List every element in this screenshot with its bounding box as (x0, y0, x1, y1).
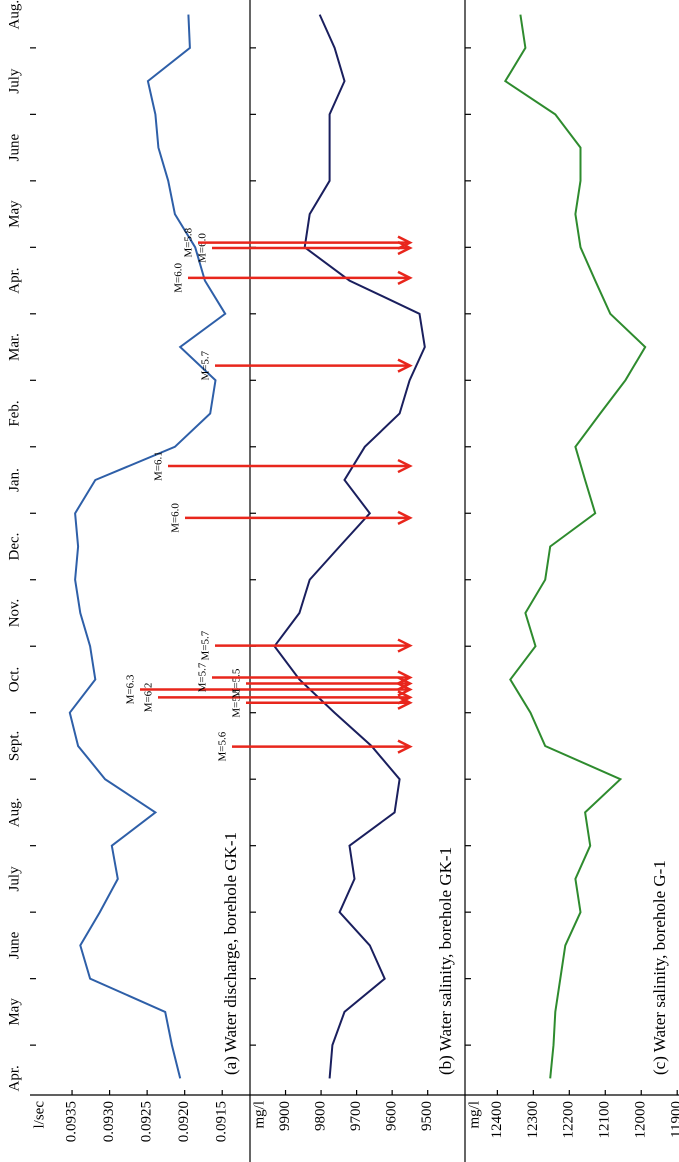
event-label: M=5.5 (231, 687, 243, 717)
y-tick-label: 9700 (348, 1101, 364, 1131)
rotated-plot: Apr. May June July Aug. Sept. Oct. Nov. Dec. Jan.… (6, 0, 679, 1162)
y-tick-label: 0.0930 (101, 1101, 117, 1142)
data-line (68, 14, 227, 1079)
arrow-head (397, 695, 413, 710)
event-label: M=5.7 (197, 662, 209, 692)
data-line (273, 14, 426, 1079)
arrow-head (397, 638, 413, 653)
x-tick-label: Oct. (6, 667, 22, 692)
y-tick-label: 12300 (525, 1101, 541, 1139)
y-tick-label: 9800 (313, 1101, 329, 1131)
arrow-head (397, 358, 413, 373)
x-tick-label: Sept. (6, 731, 22, 761)
y-tick-label: 12100 (597, 1101, 613, 1139)
y-axis-unit: mg/l (251, 1101, 267, 1129)
x-tick-label: Jan. (6, 468, 22, 492)
y-tick-label: 12400 (489, 1101, 505, 1139)
x-tick-label: June (6, 134, 22, 162)
arrow-head (397, 670, 413, 685)
data-line (503, 14, 647, 1079)
panel-title: (b) Water salinity, borehole GK-1 (436, 847, 455, 1075)
arrow-head (397, 676, 413, 691)
x-tick-label: July (6, 68, 22, 94)
x-tick-label: Aug. (6, 798, 22, 828)
y-tick-label: 0.0935 (63, 1101, 79, 1142)
x-tick-label: May (6, 200, 22, 228)
y-axis-unit: l/sec (31, 1101, 47, 1129)
event-label: M=6.0 (197, 233, 209, 263)
event-label: M=5.8 (183, 227, 195, 257)
y-tick-label: 12000 (633, 1101, 649, 1139)
x-tick-label: June (6, 931, 22, 959)
x-tick-label: Dec. (6, 533, 22, 561)
x-tick-label: Feb. (6, 400, 22, 426)
arrow-head (397, 235, 413, 250)
x-tick-label: May (6, 998, 22, 1026)
y-tick-label: 0.0925 (139, 1101, 155, 1142)
event-label: M=6.0 (170, 503, 182, 533)
event-label: M=5.6 (217, 731, 229, 761)
x-tick-label: Apr. (6, 267, 22, 293)
y-tick-label: 9500 (419, 1101, 435, 1131)
event-label: M=5.5 (231, 668, 243, 698)
y-tick-label: 9900 (277, 1101, 293, 1131)
panel-title: (c) Water salinity, borehole G-1 (650, 860, 669, 1075)
arrow-head (397, 270, 413, 286)
arrow-head (397, 682, 413, 697)
y-tick-label: 12200 (561, 1101, 577, 1139)
arrow-head (397, 510, 413, 526)
panel-title: (a) Water discharge, borehole GK-1 (221, 832, 240, 1075)
x-tick-label: Apr. (6, 1065, 22, 1091)
y-axis-unit: mg/l (466, 1101, 482, 1129)
y-tick-label: 0.0915 (214, 1101, 230, 1142)
event-label: M=6.3 (125, 674, 137, 704)
event-label: M=6.2 (143, 683, 155, 713)
arrow-head (397, 458, 413, 474)
arrow-head (397, 739, 413, 754)
event-label: M=6.1 (153, 451, 165, 481)
x-tick-label: July (6, 866, 22, 892)
x-tick-label: Aug. (6, 0, 22, 29)
x-tick-label: Mar. (6, 333, 22, 361)
y-tick-label: 11900 (669, 1101, 679, 1138)
event-label: M=5.7 (200, 350, 212, 380)
x-tick-label: Nov. (6, 599, 22, 628)
y-tick-label: 0.0920 (176, 1101, 192, 1142)
event-label: M=6.0 (173, 263, 185, 293)
event-label: M=5.7 (200, 630, 212, 660)
arrow-head (397, 240, 413, 256)
y-tick-label: 9600 (384, 1101, 400, 1131)
